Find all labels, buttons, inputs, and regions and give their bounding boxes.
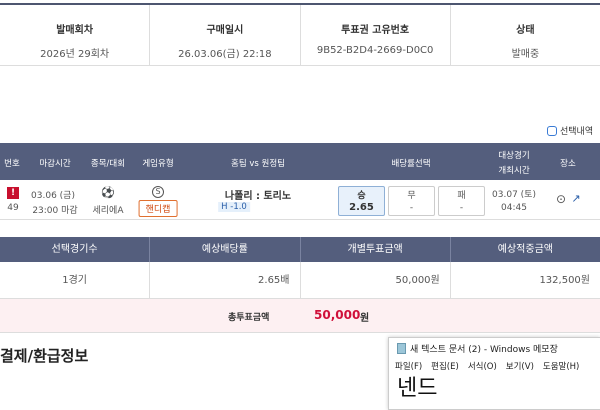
notepad-icon: [397, 342, 406, 354]
handicap-value: H -1.0: [218, 202, 250, 212]
summary-table: 선택경기수 예상배당률 개별투표금액 예상적중금액 1경기 2.65배 50,0…: [0, 237, 600, 333]
menu-help[interactable]: 도움말(H): [542, 362, 580, 372]
section-title: 결제/환급정보: [0, 347, 89, 365]
total-row: 총투표금액 50,000 원: [0, 299, 600, 333]
col-teams: 홈팀 vs 원정팀: [231, 159, 285, 169]
notepad-menubar: 파일(F) 편집(E) 서식(O) 보기(V) 도움말(H): [389, 358, 600, 374]
odds-lose-button[interactable]: 패-: [438, 186, 485, 216]
col-match-time-2: 개최시간: [498, 166, 530, 176]
menu-edit[interactable]: 편집(E): [431, 362, 459, 372]
notepad-text-area[interactable]: 넨드: [397, 376, 438, 401]
col-game-type: 게임유형: [142, 159, 174, 169]
col-venue: 장소: [560, 159, 576, 169]
checkbox[interactable]: [547, 125, 557, 136]
menu-view[interactable]: 보기(V): [505, 362, 534, 372]
col-sport: 종목/대회: [90, 159, 126, 169]
info-status: 상태 발매중: [511, 25, 540, 60]
col-odds: 배당률선택: [391, 159, 431, 169]
handicap-badge: 핸디캡: [138, 200, 178, 217]
notepad-window[interactable]: 새 텍스트 문서 (2) - Windows 메모장 파일(F) 편집(E) 서…: [388, 337, 600, 410]
col-match-time: 대상경기: [498, 151, 530, 161]
ticket-info-table: 발매회차 2026년 29회차 구매일시 26.03.06(금) 22:18 투표권…: [0, 3, 600, 66]
odds-draw-button[interactable]: 무-: [388, 186, 435, 216]
selection-toggle[interactable]: 선택내역: [547, 124, 593, 137]
stats-chart-icon[interactable]: ↗: [571, 192, 581, 205]
total-amount: 50,000: [314, 308, 361, 322]
col-deadline: 마감시간: [39, 159, 71, 169]
match-table-header: 번호 마감시간 종목/대회 게임유형 홈팀 vs 원정팀 배당률선택 대상경기 …: [0, 143, 600, 180]
info-ticket-id: 투표권 고유번호 9B52-B2D4-2669-D0C0: [301, 5, 451, 65]
location-pin-icon[interactable]: ⊙: [555, 192, 567, 206]
odds-win-button[interactable]: 승 2.65: [338, 186, 385, 216]
info-round: 발매회차 2026년 29회차: [0, 5, 151, 65]
soccer-ball-icon: ⚽: [101, 186, 115, 199]
info-purchase-time: 구매일시 26.03.06(금) 22:18: [150, 5, 301, 65]
table-row: ! 49 03.06 (금) 23:00 마감 ⚽ 세리에A S 핸디캡 나폴리…: [0, 180, 600, 220]
alert-icon: !: [7, 187, 19, 199]
single-game-icon: S: [152, 186, 164, 198]
col-no: 번호: [4, 159, 20, 169]
menu-file[interactable]: 파일(F): [395, 362, 423, 372]
notepad-titlebar[interactable]: 새 텍스트 문서 (2) - Windows 메모장: [389, 338, 600, 358]
menu-format[interactable]: 서식(O): [467, 362, 497, 372]
